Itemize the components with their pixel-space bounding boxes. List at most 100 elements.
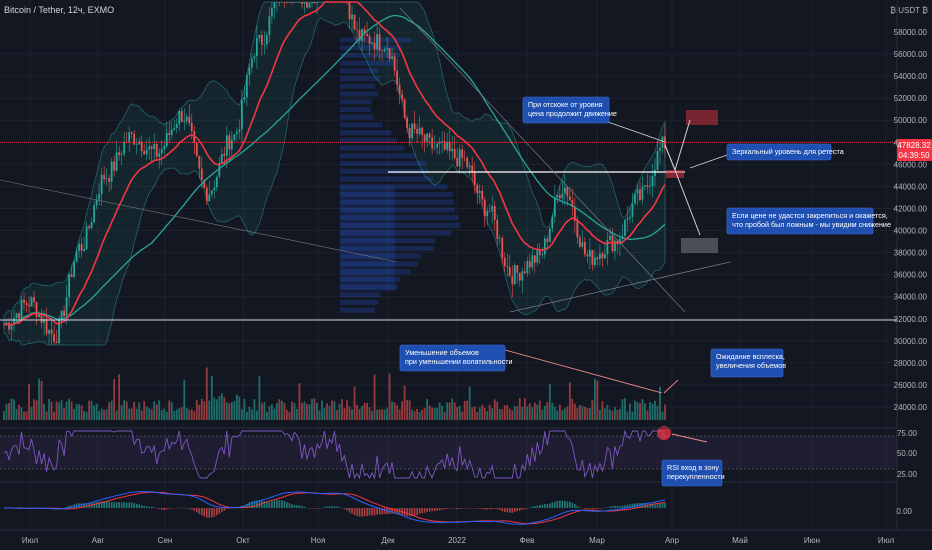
- volume-bar: [260, 403, 263, 420]
- candle-body: [10, 324, 13, 330]
- candle-body: [276, 2, 278, 3]
- macd-histogram-bar: [183, 507, 186, 509]
- volume-bar: [243, 398, 246, 420]
- macd-histogram-bar: [584, 508, 586, 510]
- macd-histogram-bar: [195, 508, 198, 513]
- rsi-overbought-note-text: перекупленности: [667, 472, 725, 481]
- rebound-note: [522, 96, 610, 124]
- price-pane[interactable]: [0, 1, 897, 346]
- macd-histogram-bar: [296, 505, 298, 508]
- macd-histogram-bar: [616, 505, 619, 508]
- candle-body: [73, 261, 76, 278]
- time-axis[interactable]: Июл Авг Сен Окт Ноя Дек 2022 Фев Мар Апр Май Июн Июл: [0, 529, 932, 545]
- volume-decrease-note: [399, 344, 506, 372]
- candle-body: [599, 253, 601, 260]
- candle-body: [283, 2, 286, 3]
- macd-histogram-bar: [381, 508, 383, 515]
- volume-bar: [118, 374, 121, 420]
- time-tick: Июн: [804, 536, 820, 545]
- volume-bar: [634, 400, 636, 420]
- candle-body: [498, 238, 501, 239]
- macd-histogram-bar: [223, 508, 226, 511]
- candle-body: [303, 2, 306, 4]
- rsi-tick: 50.00: [897, 449, 918, 458]
- candle-body: [148, 146, 151, 150]
- volume-profile-bar: [340, 292, 381, 298]
- candle-body: [288, 2, 291, 3]
- macd-histogram-bar: [108, 501, 110, 508]
- volume-bar: [130, 408, 133, 420]
- volume-profile-bar: [340, 153, 417, 159]
- macd-histogram-bar: [63, 507, 65, 509]
- candle-body: [83, 249, 86, 251]
- candle-body: [63, 310, 65, 317]
- volume-profile-bar: [340, 83, 376, 89]
- volume-bar: [128, 408, 131, 420]
- candle-body: [413, 123, 416, 130]
- candle-body: [260, 34, 263, 45]
- volume-bar: [553, 406, 556, 420]
- volume-profile-bar: [340, 37, 412, 43]
- volume-bar: [406, 400, 409, 420]
- volume-profile-zone: [340, 186, 395, 292]
- volume-bar: [323, 407, 326, 420]
- rsi-overbought-note-text: RSI вход в зону: [667, 463, 719, 472]
- volume-bar: [258, 376, 261, 420]
- macd-histogram-bar: [619, 506, 621, 508]
- symbol-title[interactable]: Bitcoin / Tether, 12ч, EXMO: [4, 5, 114, 15]
- volume-bar: [301, 402, 303, 420]
- volume-bar: [611, 410, 614, 420]
- rsi-pane[interactable]: [0, 426, 897, 480]
- volume-bar: [311, 398, 313, 420]
- macd-histogram-bar: [226, 508, 228, 510]
- volume-profile-bar: [340, 253, 421, 259]
- macd-histogram-bar: [311, 508, 313, 509]
- macd-histogram-bar: [614, 505, 616, 508]
- macd-histogram-bar: [411, 508, 413, 517]
- volume-profile-bar: [340, 215, 459, 221]
- candle-body: [78, 244, 81, 252]
- candle-body: [408, 127, 411, 139]
- macd-histogram-bar: [150, 506, 153, 508]
- volume-bar: [153, 401, 156, 420]
- macd-histogram-bar: [461, 508, 463, 509]
- volume-bar: [5, 403, 8, 420]
- macd-histogram-bar: [253, 500, 256, 508]
- macd-histogram-bar: [306, 507, 308, 509]
- macd-pane[interactable]: [3, 491, 666, 525]
- macd-histogram-bar: [576, 505, 579, 508]
- time-tick: 2022: [448, 536, 466, 545]
- macd-histogram-bar: [356, 508, 358, 516]
- volume-bar: [501, 409, 504, 420]
- volume-bar: [583, 406, 586, 420]
- candle-body: [428, 133, 431, 138]
- candle-body: [506, 266, 509, 267]
- volume-bar: [568, 382, 571, 420]
- volume-profile-bar: [340, 145, 405, 151]
- volume-profile-bar: [340, 168, 429, 174]
- macd-histogram-bar: [343, 508, 346, 510]
- volume-bar: [228, 403, 231, 420]
- macd-histogram-bar: [631, 503, 634, 508]
- target-zone-upper: [686, 110, 718, 125]
- macd-histogram-bar: [551, 502, 554, 508]
- candle-body: [456, 158, 459, 167]
- macd-histogram-bar: [236, 507, 238, 509]
- volume-bar: [155, 404, 158, 420]
- price-axis[interactable]: 58000.00 56000.00 54000.00 52000.00 50000.00…: [894, 0, 928, 530]
- volume-profile: [340, 37, 461, 313]
- volume-profile-bar: [340, 52, 400, 58]
- candle-body: [60, 310, 63, 321]
- candle-body: [536, 250, 539, 263]
- volume-bar: [180, 407, 183, 420]
- volume-bar: [503, 405, 506, 420]
- macd-histogram-bar: [664, 503, 666, 508]
- candle-body: [634, 193, 636, 204]
- volume-bar: [178, 408, 181, 420]
- candle-body: [619, 238, 621, 244]
- volume-bar: [551, 402, 554, 420]
- candle-body: [180, 111, 183, 123]
- candle-body: [170, 129, 173, 136]
- candle-body: [90, 222, 93, 229]
